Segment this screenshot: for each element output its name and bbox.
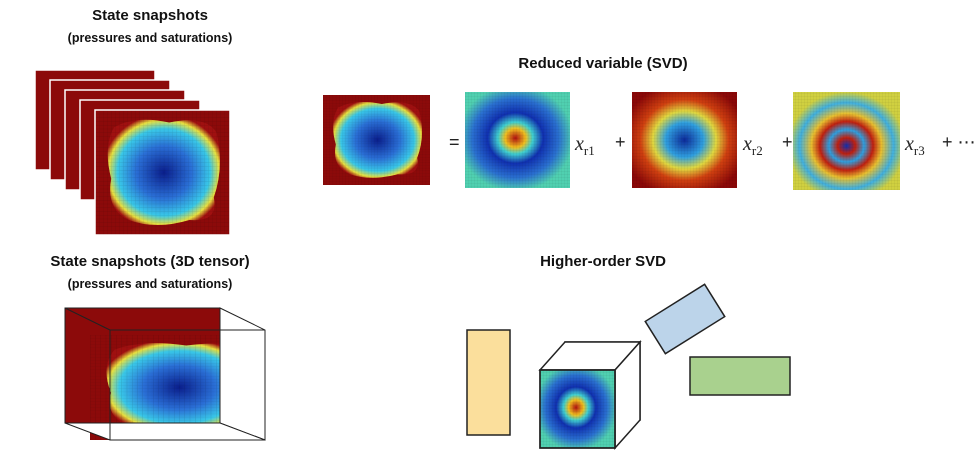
hosvd-shapes bbox=[467, 284, 790, 448]
title: Higher-order SVD bbox=[540, 253, 666, 270]
diagram: State snapshots (pressures and saturatio… bbox=[0, 0, 978, 450]
plus: + bbox=[782, 132, 793, 152]
svd-images bbox=[323, 92, 900, 190]
coefficient: xr2 bbox=[742, 133, 763, 158]
title: State snapshots (3D tensor) bbox=[50, 253, 249, 270]
snapshot-stack bbox=[35, 70, 230, 235]
subtitle: (pressures and saturations) bbox=[68, 277, 233, 291]
tensor-cube bbox=[65, 308, 265, 440]
plus: + bbox=[615, 132, 626, 152]
title: Reduced variable (SVD) bbox=[518, 55, 687, 72]
title: State snapshots bbox=[92, 7, 208, 24]
coefficient: xr3 bbox=[904, 133, 925, 158]
coefficient: xr1 bbox=[574, 133, 595, 158]
plus-ellipsis: + ⋯ bbox=[942, 132, 976, 152]
equals: = bbox=[449, 132, 460, 152]
subtitle: (pressures and saturations) bbox=[68, 31, 233, 45]
